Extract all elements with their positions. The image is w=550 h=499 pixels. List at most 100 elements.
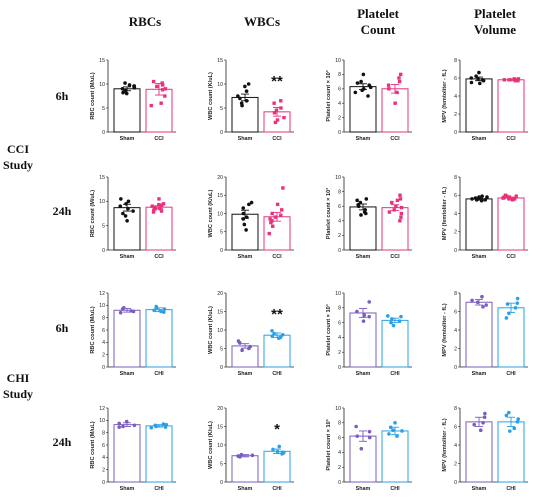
y-tick-label: 8 <box>102 315 105 321</box>
data-point <box>361 319 366 323</box>
data-point <box>273 120 278 125</box>
y-tick-label: 20 <box>217 291 223 297</box>
data-point <box>367 300 372 304</box>
y-axis-label: RBC count (M/uL) <box>90 306 96 353</box>
data-point <box>512 426 517 431</box>
data-point <box>353 90 358 95</box>
significance-marker: ** <box>271 306 283 323</box>
data-point <box>281 186 285 190</box>
category-label-sham: Sham <box>120 371 135 377</box>
data-point <box>394 204 398 208</box>
column-header-2-line-1: Count <box>361 22 396 37</box>
data-point <box>399 205 404 210</box>
y-tick-label: 15 <box>217 58 223 64</box>
data-point <box>120 307 125 311</box>
data-point <box>507 311 511 316</box>
y-tick-label: 4 <box>454 328 457 334</box>
significance-marker: ** <box>271 73 283 90</box>
category-label-sham: Sham <box>238 371 253 377</box>
time-label-0: 6h <box>56 89 69 103</box>
y-tick-label: 8 <box>454 175 457 181</box>
data-point <box>483 411 487 416</box>
y-tick-label: 2 <box>338 233 341 239</box>
data-point <box>481 421 485 425</box>
data-point <box>386 83 391 87</box>
y-tick-label: 15 <box>99 58 105 64</box>
data-point <box>151 210 156 214</box>
bar-sham <box>113 207 141 251</box>
y-tick-label: 6 <box>454 424 457 430</box>
category-label-cci: CCI <box>272 136 282 142</box>
data-point <box>272 331 276 336</box>
y-tick-label: 8 <box>338 421 341 427</box>
data-point <box>270 334 275 339</box>
bar-sham <box>231 345 259 368</box>
data-point <box>241 206 246 210</box>
bar-sham <box>465 421 493 483</box>
category-label-sham: Sham <box>238 254 253 260</box>
data-point <box>359 446 364 451</box>
y-tick-label: 0 <box>338 365 341 371</box>
y-tick-label: 6 <box>338 87 341 93</box>
panel-r0-c0: 0 5 10 15 RBC count (M/uL) Sham CCI <box>90 58 176 142</box>
data-point <box>469 80 474 85</box>
data-point <box>270 219 274 223</box>
y-tick-label: 4 <box>338 219 341 225</box>
data-point <box>483 198 488 202</box>
category-label-sham: Sham <box>120 486 135 492</box>
data-point <box>507 197 511 201</box>
bar-sham <box>349 206 377 251</box>
bar-sham <box>113 309 141 368</box>
y-axis-label: MPV (femtoliter - fL) <box>442 303 448 356</box>
study-label-0-line-1: Study <box>3 158 33 172</box>
data-point <box>157 203 161 207</box>
category-label-sham: Sham <box>238 136 253 142</box>
data-point <box>400 429 404 433</box>
data-point <box>236 94 240 98</box>
data-point <box>241 217 246 221</box>
data-point <box>393 421 397 425</box>
data-point <box>505 302 510 306</box>
bar-cci <box>497 79 525 133</box>
data-point <box>397 76 401 80</box>
y-tick-label: 10 <box>99 418 105 424</box>
y-tick-label: 4 <box>102 455 105 461</box>
data-point <box>504 194 509 198</box>
data-point <box>275 202 280 207</box>
data-point <box>474 74 478 78</box>
y-tick-label: 6 <box>338 320 341 326</box>
y-tick-label: 6 <box>454 309 457 315</box>
data-point <box>159 209 164 213</box>
data-point <box>154 306 159 311</box>
data-point <box>399 211 404 216</box>
bar-sham <box>349 86 377 133</box>
category-label-cci: CCI <box>390 254 400 260</box>
data-point <box>514 194 518 198</box>
y-tick-label: 2 <box>454 461 457 467</box>
y-tick-label: 0 <box>338 130 341 136</box>
data-point <box>244 89 249 93</box>
y-tick-label: 10 <box>99 303 105 309</box>
data-point <box>390 200 394 205</box>
bar-cci <box>263 216 291 251</box>
y-tick-label: 15 <box>99 175 105 181</box>
data-point <box>398 193 402 197</box>
y-tick-label: 6 <box>338 204 341 210</box>
data-point <box>362 313 367 318</box>
bar-chi <box>381 430 409 483</box>
data-point <box>117 421 122 426</box>
data-point <box>481 78 486 83</box>
data-point <box>477 81 482 86</box>
bar-sham <box>349 435 377 483</box>
data-point <box>270 328 274 333</box>
data-point <box>389 320 393 325</box>
y-tick-label: 2 <box>338 465 341 471</box>
time-label-2: 6h <box>56 321 69 335</box>
data-point <box>124 91 129 96</box>
y-axis-label: Platelet count × 10³ <box>325 70 332 121</box>
data-point <box>502 78 507 82</box>
data-point <box>279 213 283 218</box>
y-tick-label: 10 <box>217 328 223 334</box>
category-label-sham: Sham <box>356 254 371 260</box>
